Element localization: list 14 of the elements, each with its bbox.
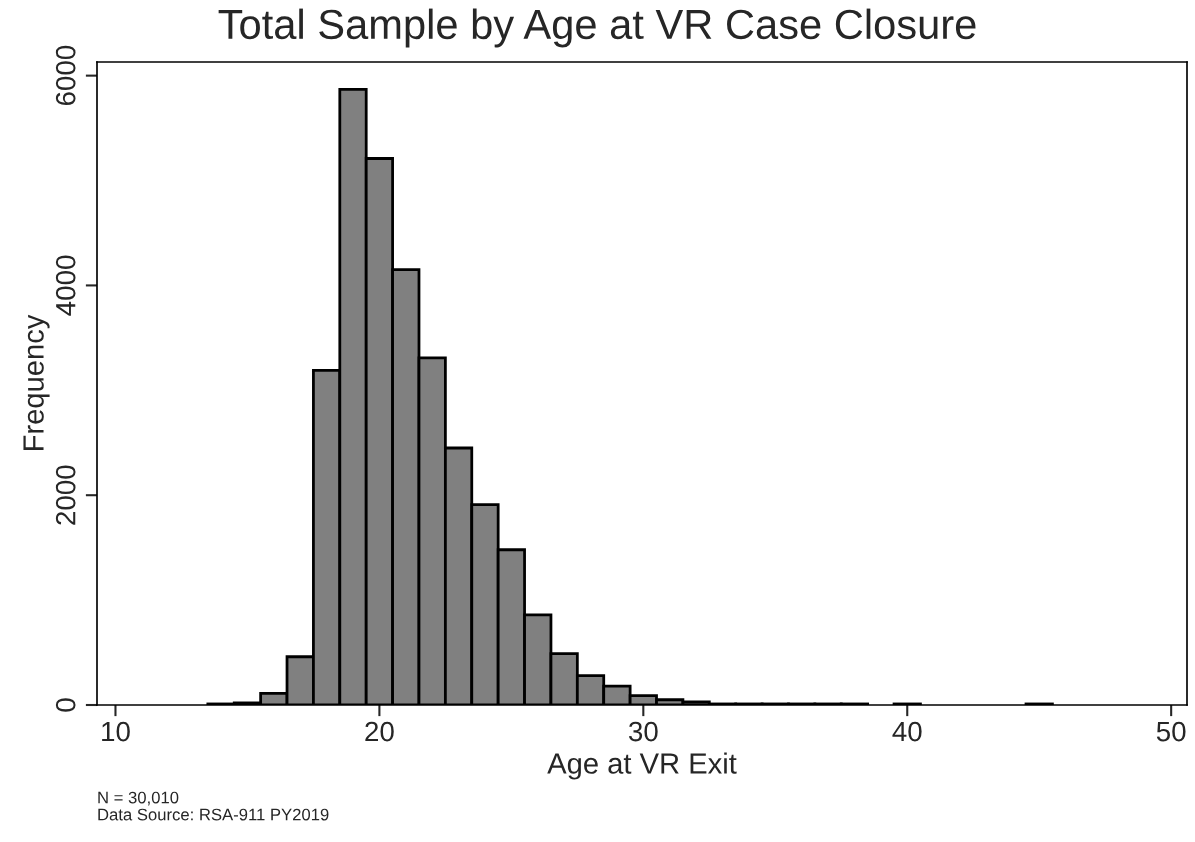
- x-tick-label: 50: [1156, 721, 1186, 742]
- x-tick-label: 20: [365, 721, 394, 742]
- x-tick-label: 30: [628, 721, 658, 742]
- x-axis-title: Age at VR Exit: [547, 752, 737, 780]
- x-tick-label: 10: [102, 721, 130, 742]
- x-tick-label: 40: [892, 721, 922, 742]
- y-axis-title: Frequency: [23, 314, 50, 450]
- chart-title: Total Sample by Age at VR Case Closure: [218, 8, 976, 48]
- y-tick-label: 6000: [55, 45, 76, 106]
- y-tick-label: 2000: [55, 465, 76, 525]
- text: N = 30,010: [98, 791, 179, 806]
- y-tick-label: 0: [55, 698, 76, 712]
- y-tick-label: 4000: [55, 255, 76, 316]
- source-note: Data Source: RSA-911 PY2019: [98, 808, 329, 821]
